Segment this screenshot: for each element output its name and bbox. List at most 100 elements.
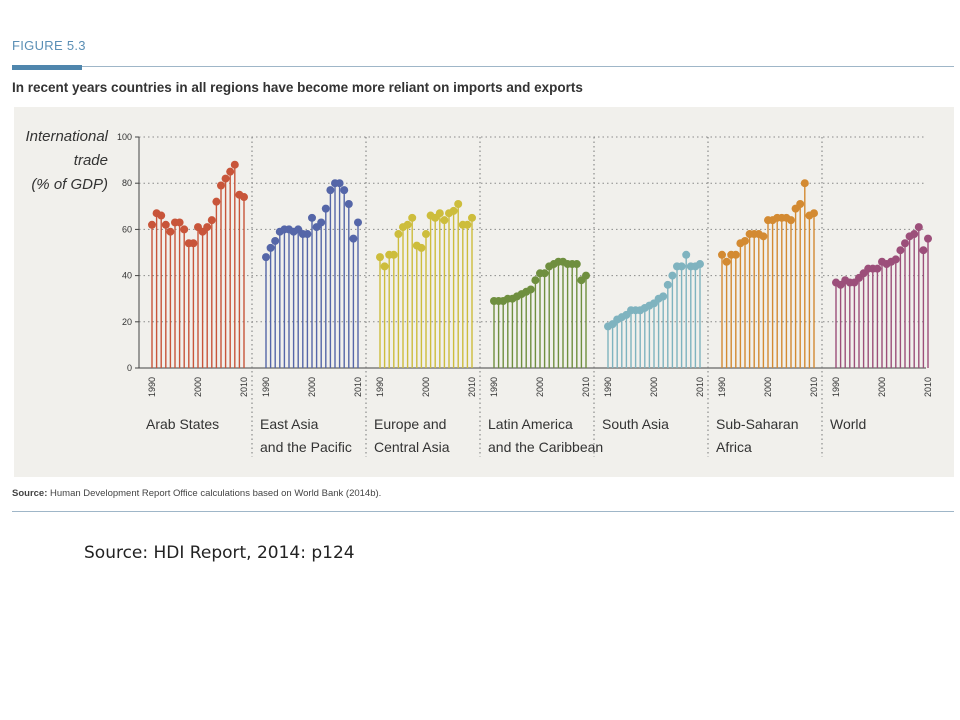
- region-label: Africa: [716, 439, 752, 455]
- data-point: [759, 232, 768, 241]
- x-tick-label: 1990: [261, 377, 271, 397]
- data-point: [303, 230, 312, 239]
- data-point: [901, 239, 909, 248]
- region-label: Latin America: [488, 416, 573, 432]
- slide-caption: Source: HDI Report, 2014: p124: [84, 543, 355, 563]
- x-tick-label: 2000: [877, 377, 887, 397]
- data-point: [422, 230, 430, 239]
- data-point: [663, 280, 672, 289]
- chart-headline: In recent years countries in all regions…: [12, 80, 583, 95]
- x-tick-label: 2010: [353, 377, 363, 397]
- y-tick-label: 0: [127, 363, 132, 373]
- data-point: [403, 220, 412, 229]
- data-point: [354, 218, 362, 227]
- figure-label: FIGURE 5.3: [12, 38, 86, 53]
- data-point: [217, 181, 225, 190]
- data-point: [910, 230, 919, 239]
- data-point: [175, 218, 184, 227]
- data-point: [540, 269, 549, 278]
- chart-panel: 0 20 40 60 80 100 International trade (% of GDP)…: [14, 107, 954, 477]
- data-point: [468, 213, 476, 222]
- data-point: [212, 197, 221, 206]
- data-point: [408, 213, 417, 222]
- figure-bottom-rule: [12, 511, 954, 512]
- data-point: [531, 276, 540, 285]
- data-point: [207, 216, 216, 225]
- source-prefix: Source:: [12, 488, 48, 499]
- region-label: and the Caribbean: [488, 439, 603, 455]
- x-tick-label: 2010: [809, 377, 819, 397]
- data-point: [668, 271, 677, 280]
- y-tick-label: 40: [122, 271, 132, 281]
- data-point: [526, 285, 535, 294]
- data-point: [682, 250, 691, 259]
- data-point: [572, 260, 581, 269]
- x-tick-label: 2010: [239, 377, 249, 397]
- data-point: [696, 260, 704, 269]
- region-label: and the Pacific: [260, 439, 352, 455]
- data-point: [308, 213, 316, 222]
- data-point: [262, 253, 270, 262]
- data-point: [810, 209, 818, 218]
- data-point: [914, 223, 923, 232]
- region-label: South Asia: [602, 416, 669, 432]
- y-axis-label-line: trade: [74, 152, 108, 169]
- data-point: [230, 160, 239, 169]
- y-axis-label-line: International: [25, 128, 108, 145]
- data-point: [189, 239, 198, 248]
- data-point: [800, 179, 809, 188]
- x-tick-label: 1990: [831, 377, 841, 397]
- data-point: [326, 186, 335, 195]
- x-tick-label: 2000: [193, 377, 203, 397]
- data-point: [659, 292, 668, 301]
- data-point: [221, 174, 230, 183]
- data-point: [440, 216, 449, 225]
- data-point: [582, 271, 590, 280]
- trade-chart: 0 20 40 60 80 100 International trade (% of GDP)…: [25, 128, 933, 457]
- data-point: [796, 199, 805, 208]
- data-point: [148, 220, 156, 229]
- data-point: [896, 246, 905, 255]
- data-point: [891, 255, 900, 264]
- x-tick-label: 2010: [695, 377, 705, 397]
- figure-source-line: Source: Human Development Report Office …: [12, 488, 381, 499]
- x-tick-label: 2010: [581, 377, 591, 397]
- figure-accent-bar: [12, 65, 82, 70]
- x-tick-label: 1990: [375, 377, 385, 397]
- data-point: [787, 216, 795, 225]
- data-point: [271, 236, 280, 245]
- data-point: [718, 250, 726, 259]
- data-point: [919, 246, 928, 255]
- region-label: Sub-Saharan: [716, 416, 799, 432]
- x-tick-label: 1990: [603, 377, 613, 397]
- x-tick-label: 1990: [147, 377, 157, 397]
- region-label: World: [830, 416, 866, 432]
- x-tick-label: 2000: [649, 377, 659, 397]
- data-point: [376, 253, 384, 262]
- x-tick-label: 1990: [717, 377, 727, 397]
- y-tick-label: 100: [117, 132, 132, 142]
- data-point: [240, 193, 248, 202]
- data-point: [180, 225, 189, 234]
- data-point: [340, 186, 349, 195]
- data-point: [741, 236, 749, 245]
- region-label: Europe and: [374, 416, 446, 432]
- data-point: [389, 250, 398, 259]
- region-label: Central Asia: [374, 439, 450, 455]
- x-tick-label: 2010: [467, 377, 477, 397]
- source-text: Human Development Report Office calculat…: [47, 488, 382, 499]
- data-point: [321, 204, 330, 213]
- data-point: [677, 262, 686, 271]
- data-point: [380, 262, 389, 271]
- data-point: [344, 199, 353, 208]
- data-point: [335, 179, 344, 188]
- x-tick-label: 2000: [535, 377, 545, 397]
- x-tick-label: 2010: [923, 377, 933, 397]
- data-point: [394, 230, 403, 239]
- y-tick-label: 80: [122, 178, 132, 188]
- data-point: [873, 264, 882, 273]
- data-point: [266, 243, 275, 252]
- data-point: [435, 209, 444, 218]
- y-tick-label: 20: [122, 317, 132, 327]
- data-point: [731, 250, 740, 259]
